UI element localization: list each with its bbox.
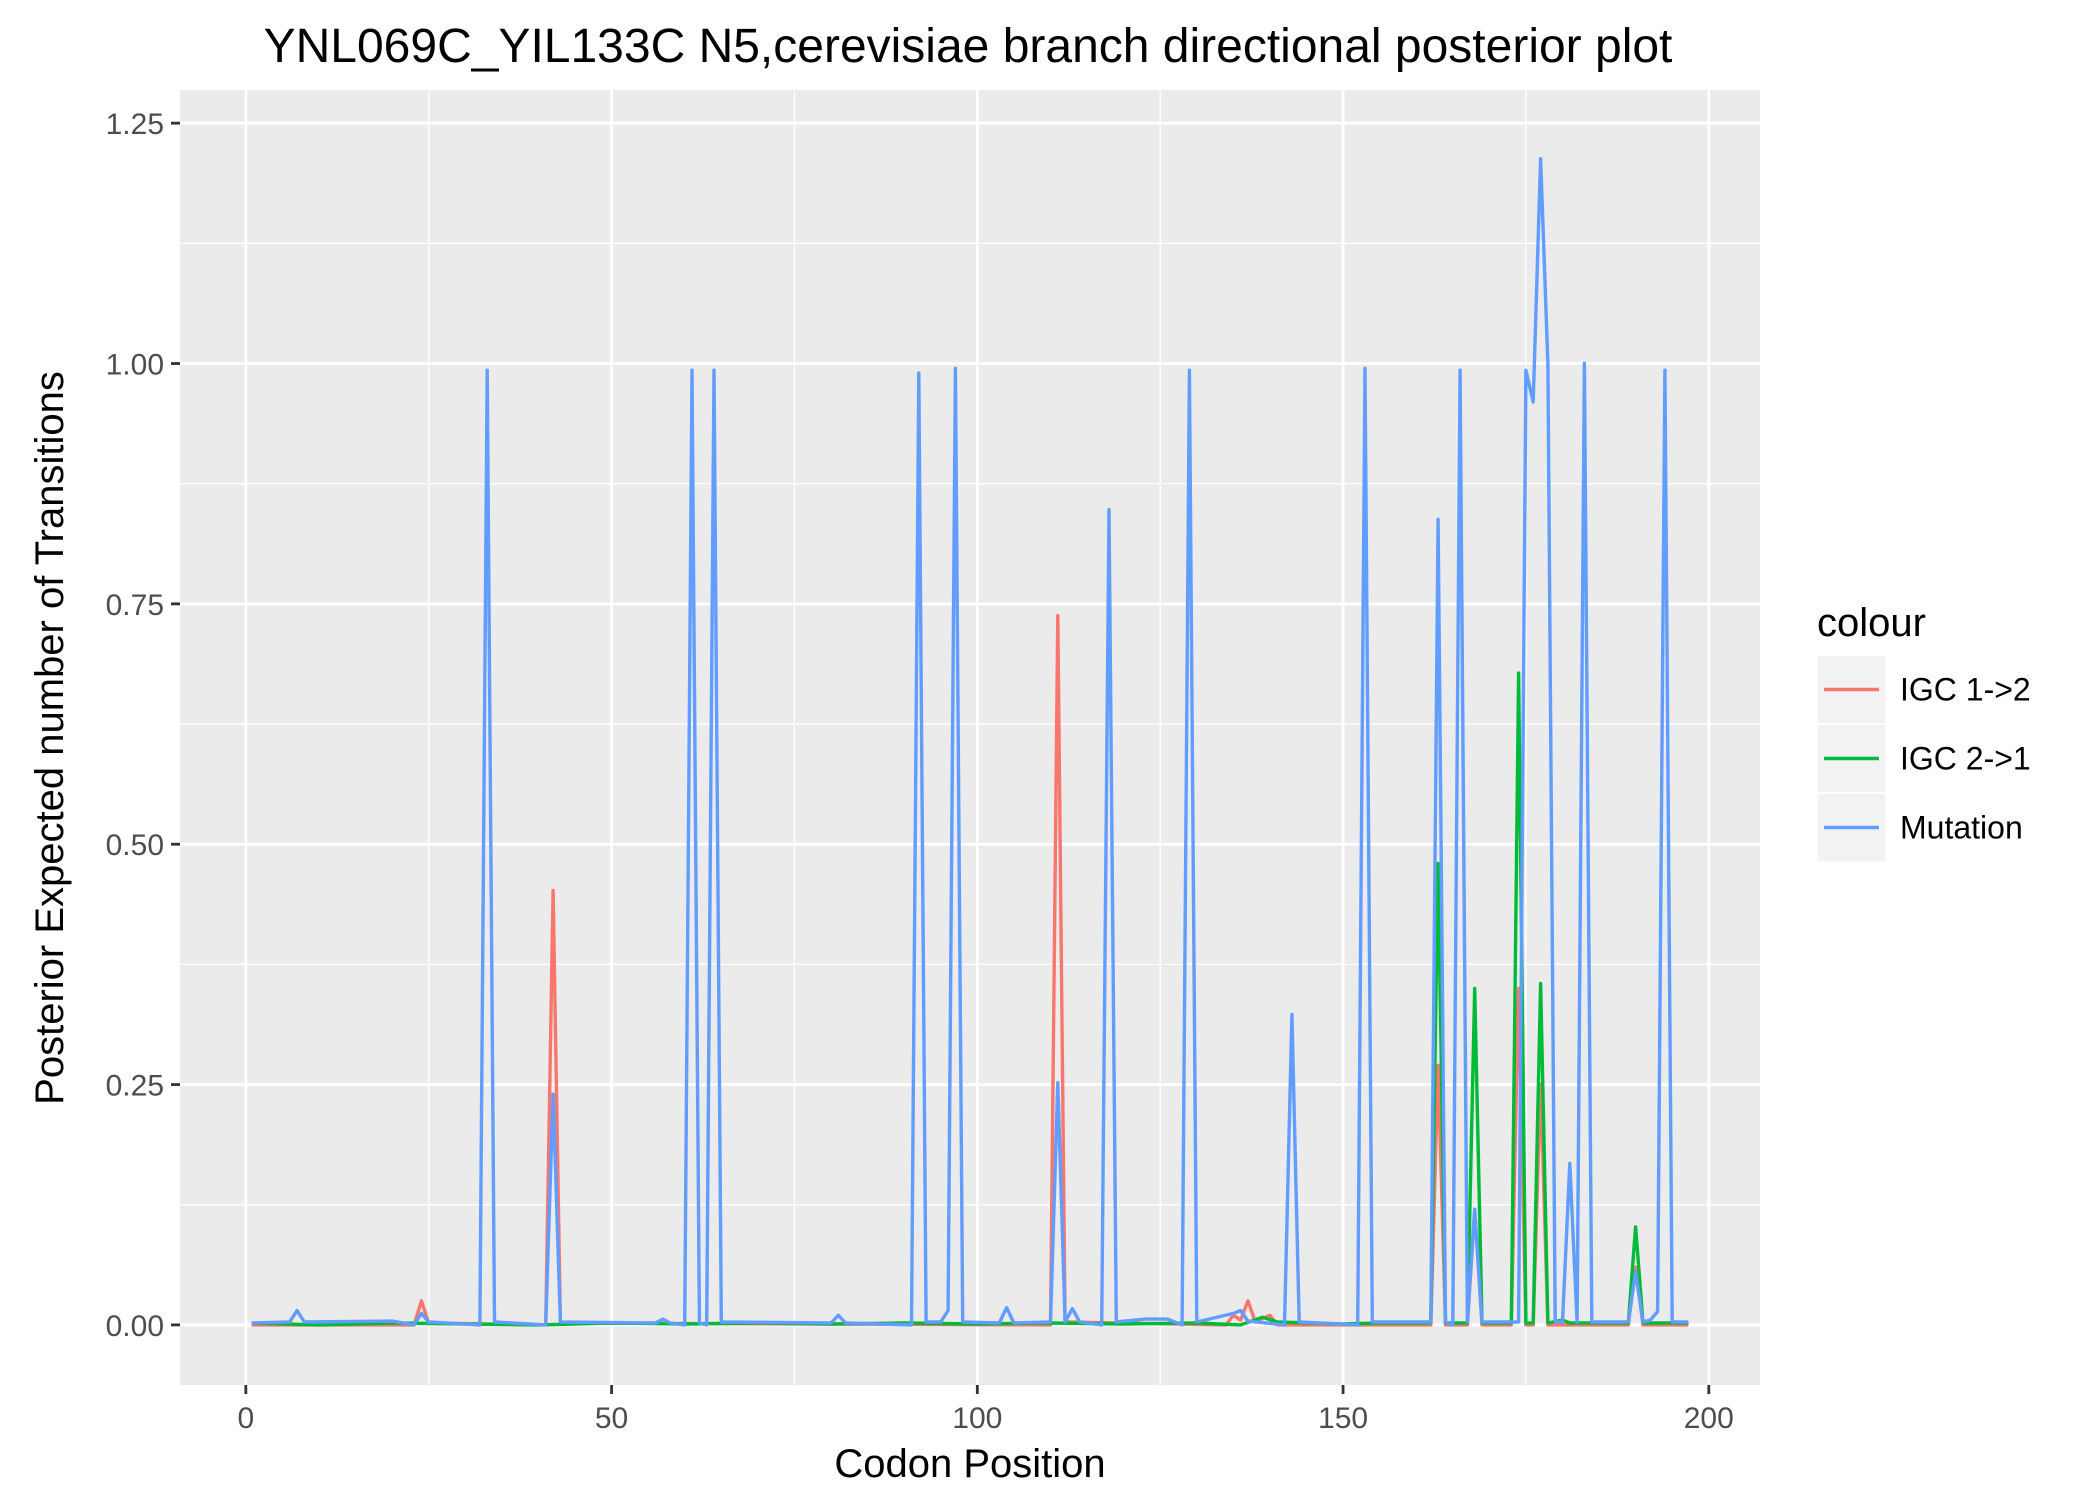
y-tick-label: 0.25 (106, 1070, 164, 1103)
x-tick-label: 200 (1684, 1402, 1734, 1435)
plot-panel (180, 90, 1760, 1385)
y-tick-label: 0.50 (106, 829, 164, 862)
series-layer (251, 156, 1689, 1327)
x-tick-label: 50 (595, 1402, 628, 1435)
legend-label: IGC 2->1 (1900, 741, 2031, 777)
y-tick-label: 1.25 (106, 108, 164, 141)
x-tick-label: 100 (952, 1402, 1002, 1435)
y-tick-label: 0.75 (106, 589, 164, 622)
y-axis: 0.00 0.25 0.50 0.75 1.00 1.25 (106, 108, 180, 1343)
x-tick-label: 150 (1318, 1402, 1368, 1435)
y-tick-label: 1.00 (106, 349, 164, 382)
x-tick-label: 0 (237, 1402, 254, 1435)
y-tick-label: 0.00 (106, 1310, 164, 1343)
legend-title: colour (1817, 601, 1926, 645)
legend-label: Mutation (1900, 810, 2023, 846)
legend: colour IGC 1->2 IGC 2->1 Mutation (1816, 601, 2031, 863)
y-axis-title: Posterior Expected number of Transitions (28, 371, 72, 1105)
series-line-2 (251, 156, 1689, 1327)
x-axis-title: Codon Position (834, 1442, 1105, 1486)
x-axis: 0 50 100 150 200 (237, 1385, 1734, 1435)
legend-label: IGC 1->2 (1900, 672, 2031, 708)
grid-minor (180, 90, 1760, 1385)
chart-title: YNL069C_YIL133C N5,cerevisiae branch dir… (264, 20, 1673, 73)
